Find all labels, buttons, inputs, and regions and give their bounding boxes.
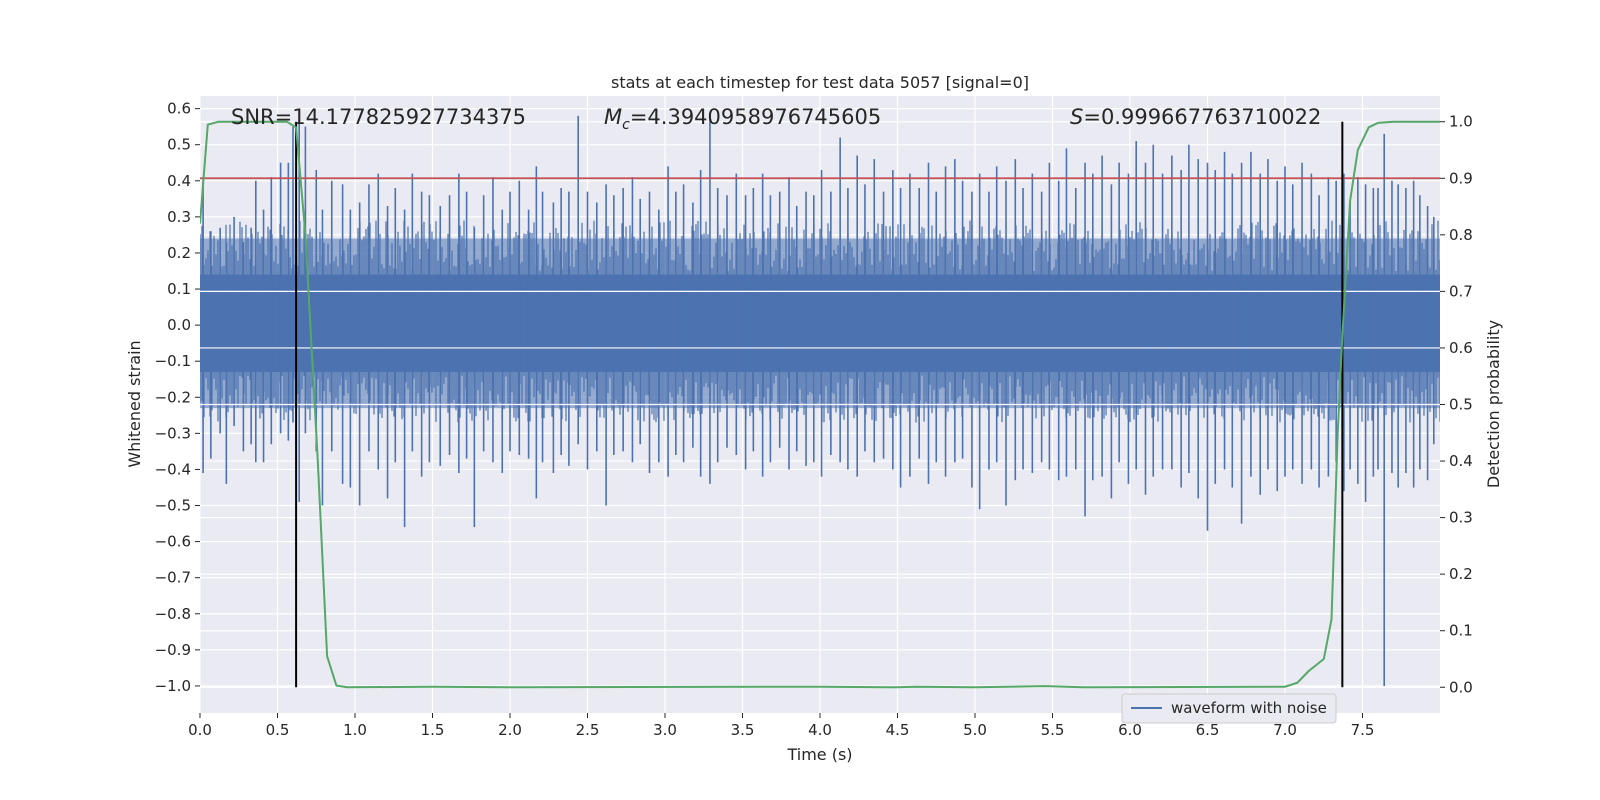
x-tick-label: 3.5: [731, 721, 755, 739]
y2-tick-label: 0.3: [1449, 509, 1473, 527]
x-tick-label: 6.5: [1196, 721, 1220, 739]
x-tick-label: 3.0: [653, 721, 677, 739]
probability-series: [200, 120, 1440, 689]
y2-tick-label: 0.2: [1449, 565, 1473, 583]
y-tick-label: 0.4: [167, 172, 191, 190]
annotation-s: S=0.999667763710022: [1070, 105, 1321, 129]
y-tick-label: −0.6: [155, 533, 191, 551]
y2-ticks: 1.0 0.9 0.8 0.7 0.6 0.5 0.4 0.3 0.2 0.1 0.0: [1440, 113, 1473, 696]
y-ticks: 0.6 0.5 0.4 0.3 0.2 0.1 0.0 −0.1 −0.2 −0.3 −0.4 −0.…: [155, 100, 200, 695]
x-tick-label: 1.5: [421, 721, 445, 739]
x-tick-label: 4.0: [808, 721, 832, 739]
y2-tick-label: 0.0: [1449, 678, 1473, 696]
y-tick-label: −0.9: [155, 641, 191, 659]
x-tick-label: 1.0: [343, 721, 367, 739]
x-tick-label: 7.5: [1351, 721, 1375, 739]
x-tick-label: 7.0: [1273, 721, 1297, 739]
y2-tick-label: 0.6: [1449, 339, 1473, 357]
annotation-snr: SNR=14.177825927734375: [231, 105, 526, 129]
x-tick-label: 0.5: [266, 721, 290, 739]
y-tick-label: −0.8: [155, 605, 191, 623]
y-tick-label: −0.4: [155, 460, 191, 478]
band-grid: [200, 290, 1440, 406]
probability-line: [200, 120, 1440, 689]
x-tick-label: 4.5: [886, 721, 910, 739]
waveform-series: [200, 115, 1440, 686]
y-tick-label: 0.3: [167, 208, 191, 226]
y2-tick-label: 0.1: [1449, 622, 1473, 640]
y-tick-label: −0.7: [155, 569, 191, 587]
annotation-mc-symbol: M: [604, 105, 622, 129]
y-tick-label: −0.2: [155, 388, 191, 406]
y-tick-label: 0.1: [167, 280, 191, 298]
y-tick-label: 0.6: [167, 100, 191, 118]
y2-tick-label: 0.8: [1449, 226, 1473, 244]
y-tick-label: −1.0: [155, 677, 191, 695]
x-tick-label: 6.0: [1118, 721, 1142, 739]
annotation-mc-value: =4.3940958976745605: [630, 105, 881, 129]
y2-axis-label: Detection probability: [1484, 320, 1503, 488]
y-tick-label: 0.2: [167, 244, 191, 262]
x-tick-label: 2.0: [498, 721, 522, 739]
x-tick-label: 5.0: [963, 721, 987, 739]
y-tick-label: 0.0: [167, 316, 191, 334]
y-axis-label: Whitened strain: [125, 340, 144, 467]
vertical-markers: [295, 121, 1344, 688]
y-tick-label: −0.5: [155, 497, 191, 515]
legend: waveform with noise: [1121, 693, 1337, 724]
annotation-mc: Mc=4.3940958976745605: [604, 105, 881, 133]
y-tick-label: −0.1: [155, 352, 191, 370]
annotation-s-value: =0.999667763710022: [1083, 105, 1321, 129]
y-tick-label: 0.5: [167, 136, 191, 154]
x-axis-label: Time (s): [786, 745, 852, 764]
x-tick-label: 0.0: [188, 721, 212, 739]
legend-label: waveform with noise: [1171, 699, 1327, 717]
y-tick-label: −0.3: [155, 424, 191, 442]
x-ticks: 0.0 0.5 1.0 1.5 2.0 2.5 3.0 3.5 4.0 4.5 5.0 5.5 6.0 6…: [188, 713, 1374, 739]
chart-title: stats at each timestep for test data 505…: [611, 73, 1029, 92]
x-tick-label: 2.5: [576, 721, 600, 739]
y2-tick-label: 0.9: [1449, 169, 1473, 187]
y2-tick-label: 1.0: [1449, 113, 1473, 131]
y2-tick-label: 0.7: [1449, 282, 1473, 300]
y2-tick-label: 0.5: [1449, 396, 1473, 414]
x-tick-label: 5.5: [1041, 721, 1065, 739]
annotation-mc-sub: c: [622, 117, 630, 133]
annotation-s-symbol: S: [1070, 105, 1083, 129]
legend-box: [1121, 693, 1337, 724]
y2-tick-label: 0.4: [1449, 452, 1473, 470]
